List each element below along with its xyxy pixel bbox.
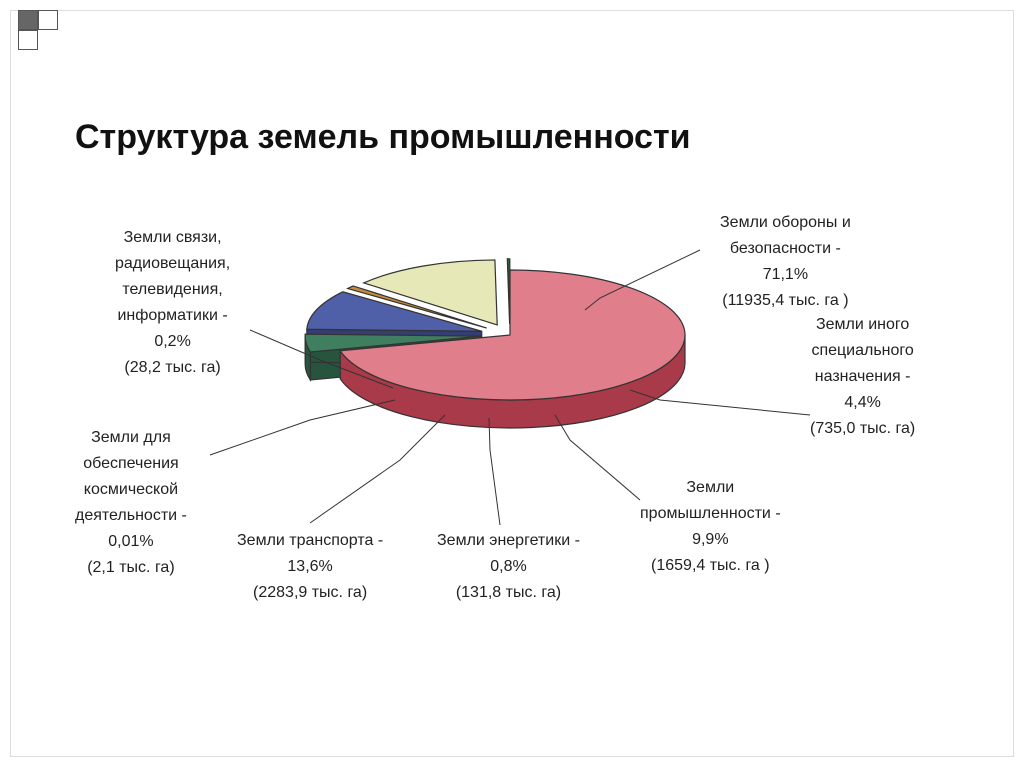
leader-energy (489, 418, 500, 525)
label-energy: Земли энергетики - 0,8% (131,8 тыс. га) (437, 528, 580, 606)
label-space: Земли для обеспечения космической деятел… (75, 425, 187, 581)
label-industry: Земли промышленности - 9,9% (1659,4 тыс.… (640, 475, 781, 579)
leader-space (210, 400, 395, 455)
label-special: Земли иного специального назначения - 4,… (810, 312, 915, 442)
leader-transport (310, 415, 445, 523)
leader-industry (555, 415, 640, 500)
label-defense: Земли обороны и безопасности - 71,1% (11… (720, 210, 851, 314)
label-telecom: Земли связи, радиовещания, телевидения, … (115, 225, 230, 381)
label-transport: Земли транспорта - 13,6% (2283,9 тыс. га… (237, 528, 383, 606)
